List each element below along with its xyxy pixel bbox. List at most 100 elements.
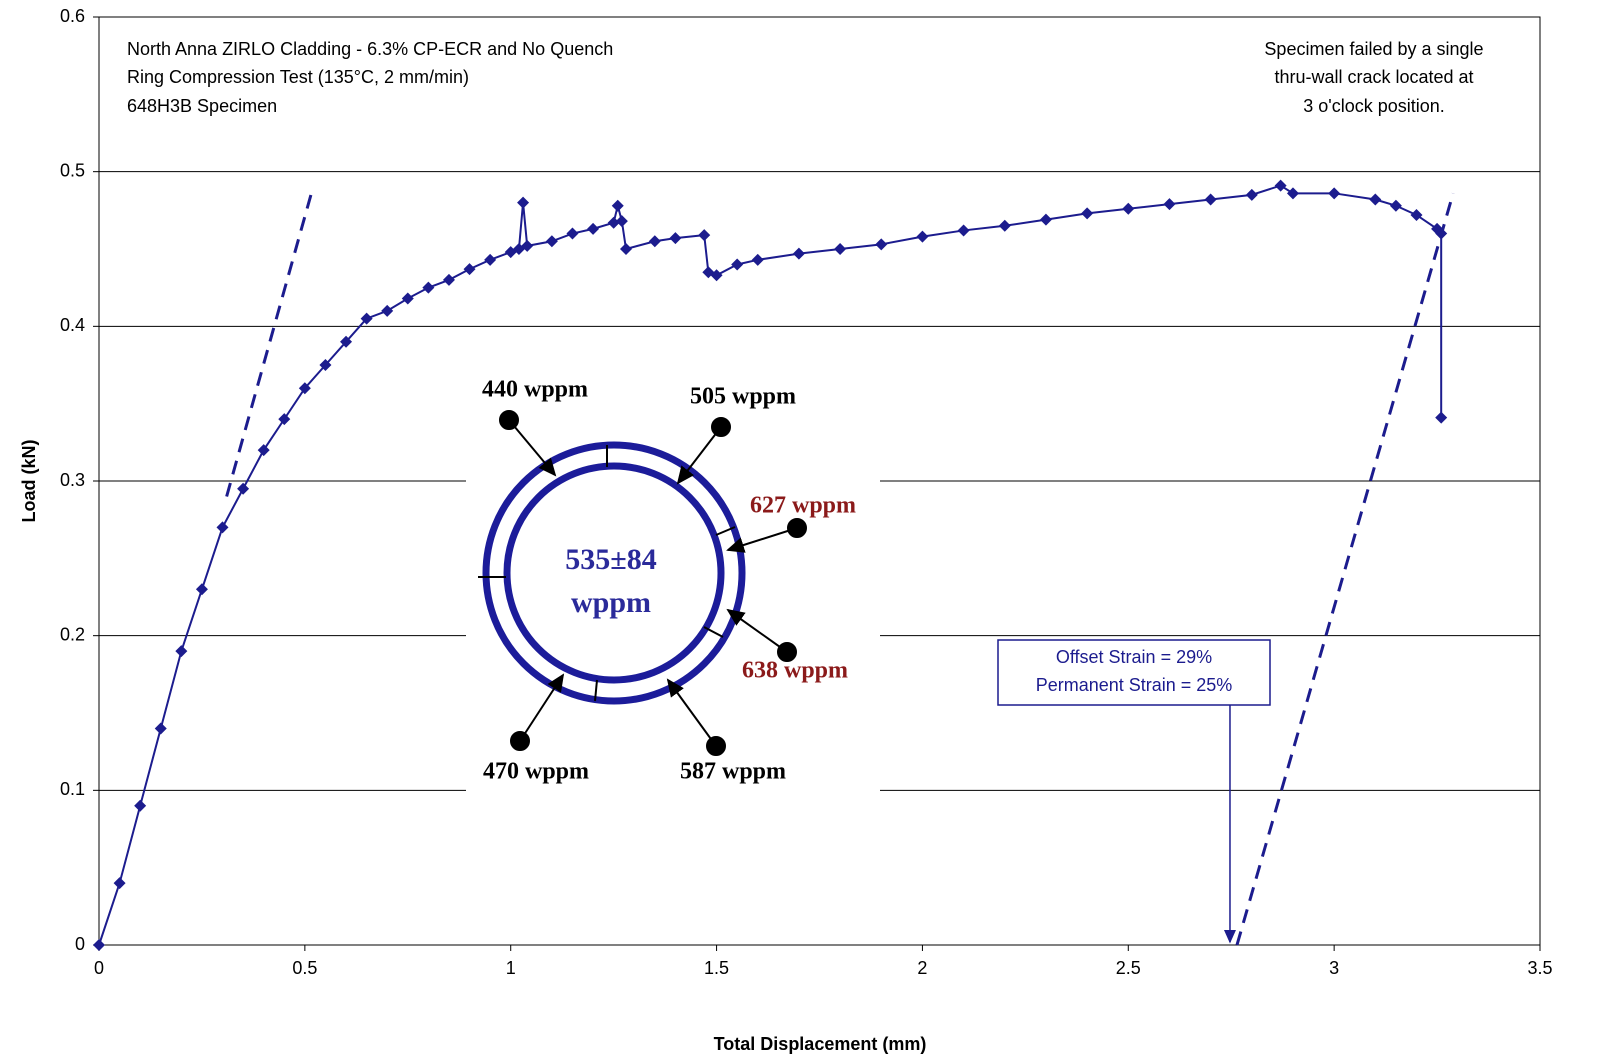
inset: 440 wppm 505 wppm 627 wppm 638 wppm 470 … <box>466 372 880 798</box>
data-point <box>1081 207 1094 220</box>
data-point <box>1245 188 1258 201</box>
y-tick-label: 0.4 <box>60 315 85 335</box>
y-tick-label: 0.5 <box>60 160 85 180</box>
data-point <box>998 219 1011 232</box>
ring-outer <box>482 441 746 705</box>
ring-sectors <box>478 445 736 702</box>
x-axis-label: Total Displacement (mm) <box>714 1034 927 1054</box>
inset-label: 587 wppm <box>680 759 786 785</box>
offset-box <box>997 639 1271 706</box>
data-point <box>1435 411 1448 424</box>
y-tick-label: 0.6 <box>60 6 85 26</box>
x-tick-label: 0.5 <box>292 958 317 978</box>
data-point <box>113 877 126 890</box>
data-point <box>1389 199 1402 212</box>
data-point <box>834 243 847 255</box>
y-tick-label: 0 <box>75 934 85 954</box>
inset-label: 505 wppm <box>690 384 796 410</box>
offset-line <box>1235 192 1455 946</box>
data-point <box>1369 193 1382 206</box>
data-point <box>710 269 723 282</box>
data-point <box>175 645 188 658</box>
x-tick-label: 2.5 <box>1116 958 1141 978</box>
inset-label: 440 wppm <box>482 377 588 403</box>
note: thru-wall crack located at <box>1274 67 1473 87</box>
x-tick-label: 3 <box>1329 958 1339 978</box>
data-point <box>1286 187 1299 200</box>
data-point <box>154 722 167 735</box>
data-point <box>517 196 530 209</box>
note: Ring Compression Test (135°C, 2 mm/min) <box>127 67 469 87</box>
data-point <box>545 235 558 248</box>
data-point <box>134 799 147 812</box>
data-point <box>257 444 270 457</box>
data-point <box>615 215 628 228</box>
note: 3 o'clock position. <box>1303 96 1445 116</box>
data-point <box>216 521 229 534</box>
data-point <box>669 232 682 245</box>
data-point <box>360 312 373 325</box>
data-point <box>698 229 711 242</box>
y-tick-label: 0.1 <box>60 779 85 799</box>
inset-label: 627 wppm <box>750 493 856 519</box>
x-tick-label: 1.5 <box>704 958 729 978</box>
data-point <box>1039 213 1052 226</box>
data-point <box>875 238 888 251</box>
note: Specimen failed by a single <box>1264 39 1483 59</box>
x-tick-label: 3.5 <box>1527 958 1552 978</box>
data-point <box>619 243 632 255</box>
inset-label: 470 wppm <box>483 759 589 785</box>
data-point <box>298 382 311 395</box>
data-point <box>587 222 600 235</box>
data-point <box>463 263 476 276</box>
y-tick-label: 0.2 <box>60 624 85 644</box>
data-point <box>792 247 805 260</box>
note: 648H3B Specimen <box>127 96 277 116</box>
ring-inner <box>503 462 725 684</box>
data-point <box>607 216 620 229</box>
data-point <box>611 199 624 212</box>
y-tick-label: 0.3 <box>60 470 85 490</box>
offset-label: Offset Strain = 29% <box>1056 647 1212 667</box>
inset-background <box>466 372 880 798</box>
data-point <box>93 939 105 951</box>
data-point <box>422 281 435 294</box>
inset-pointers <box>499 410 807 756</box>
data-point <box>442 273 455 286</box>
data-point <box>1122 202 1135 215</box>
inset-center: wppm <box>571 586 651 619</box>
data-point <box>751 253 764 266</box>
data-point <box>319 359 332 371</box>
data-point <box>1274 179 1287 192</box>
data-point <box>484 253 497 266</box>
x-tick-label: 1 <box>506 958 516 978</box>
data-point <box>521 239 534 252</box>
data-point <box>195 583 208 596</box>
data-point <box>566 227 579 240</box>
inset-label: 638 wppm <box>742 658 848 684</box>
inset-center: 535±84 <box>565 543 656 576</box>
data-point <box>340 335 353 348</box>
data-point <box>957 224 970 237</box>
marks <box>93 179 1455 951</box>
y-axis-label: Load (kN) <box>19 439 39 522</box>
data-point <box>1204 193 1217 206</box>
x-tick-label: 0 <box>94 958 104 978</box>
note: North Anna ZIRLO Cladding - 6.3% CP-ECR … <box>127 39 613 59</box>
data-point <box>1410 208 1423 221</box>
data-point <box>381 304 394 317</box>
data-point <box>731 258 744 271</box>
plot-frame <box>98 16 1541 946</box>
data-point <box>1163 198 1176 211</box>
offset-label: Permanent Strain = 25% <box>1036 675 1233 695</box>
data-point <box>278 413 291 426</box>
data-point <box>237 482 250 495</box>
x-tick-label: 2 <box>917 958 927 978</box>
offset-line <box>225 186 315 497</box>
data-point <box>1328 187 1341 200</box>
data-point <box>648 235 661 248</box>
data-point <box>401 292 414 305</box>
data-point <box>916 230 929 243</box>
